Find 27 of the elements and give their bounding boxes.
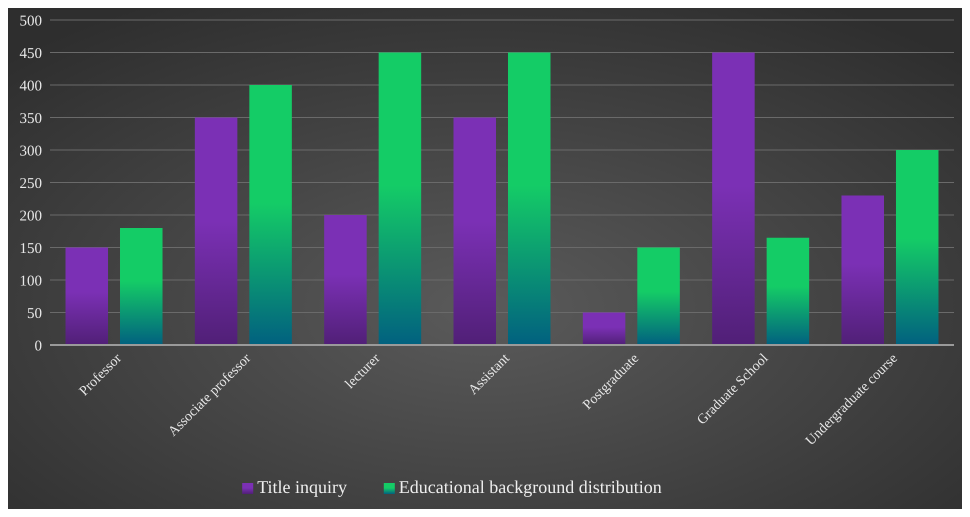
bar — [712, 52, 755, 345]
legend-label: Title inquiry — [257, 477, 348, 497]
bar — [582, 312, 626, 345]
legend-label: Educational background distribution — [398, 477, 662, 497]
bar — [508, 52, 550, 345]
y-tick-label: 300 — [20, 143, 42, 160]
bar — [249, 85, 292, 345]
y-tick-label: 0 — [34, 338, 42, 354]
bar — [66, 248, 108, 345]
bar — [324, 215, 367, 345]
bar — [378, 52, 422, 345]
y-tick-label: 150 — [20, 240, 42, 257]
bar — [841, 196, 884, 345]
y-tick-label: 400 — [20, 78, 42, 94]
y-tick-label: 200 — [20, 208, 42, 224]
bar — [194, 118, 238, 345]
bar — [454, 118, 496, 345]
y-tick-label: 350 — [20, 110, 42, 127]
y-tick-label: 250 — [20, 176, 42, 192]
y-tick-label: 50 — [27, 306, 42, 322]
y-tick-label: 500 — [20, 13, 42, 30]
bar — [896, 150, 938, 345]
y-tick-label: 100 — [20, 273, 42, 290]
bar — [637, 248, 680, 345]
bar — [120, 228, 163, 345]
y-tick-label: 450 — [20, 46, 42, 62]
bar — [766, 238, 810, 345]
